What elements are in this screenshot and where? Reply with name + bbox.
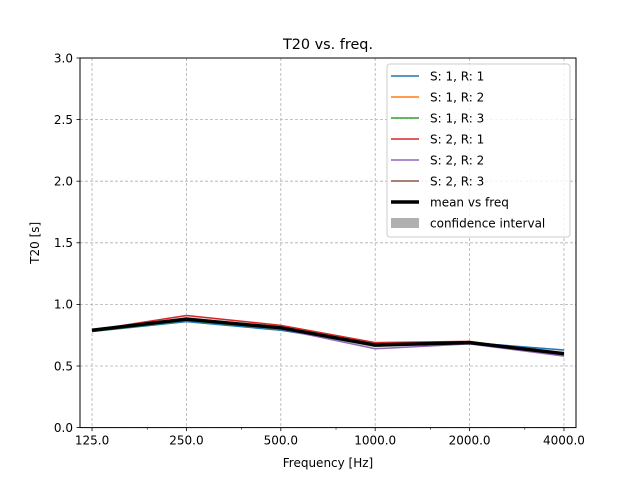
x-tick-label: 250.0	[169, 434, 203, 448]
x-tick-label: 500.0	[264, 434, 298, 448]
legend-label: S: 2, R: 1	[430, 133, 484, 147]
x-tick-label: 125.0	[75, 434, 109, 448]
legend-box	[386, 63, 571, 238]
axis-ticks: 125.0 250.0 500.0 1000.0 2000.0 4000.0 0.0 0.5 1…	[54, 51, 585, 447]
legend-label: S: 2, R: 3	[430, 175, 484, 189]
series-layer	[91, 314, 565, 357]
legend: S: 1, R: 1 S: 1, R: 2 S: 1, R: 3 S: 2, R: 1…	[386, 63, 571, 238]
y-tick-label: 3.0	[54, 51, 73, 65]
x-tick-label: 4000.0	[543, 434, 585, 448]
y-tick-label: 2.0	[54, 175, 73, 189]
y-axis-label: T20 [s]	[28, 222, 42, 265]
x-tick-label: 1000.0	[354, 434, 396, 448]
legend-label: mean vs freq	[430, 196, 509, 210]
y-tick-label: 1.0	[54, 298, 73, 312]
legend-label: S: 1, R: 3	[430, 112, 484, 126]
legend-swatch	[391, 218, 419, 228]
x-axis-label: Frequency [Hz]	[283, 456, 374, 470]
y-tick-label: 0.5	[54, 359, 73, 373]
chart-title: T20 vs. freq.	[282, 37, 373, 53]
y-tick-label: 0.0	[54, 421, 73, 435]
legend-label: S: 1, R: 1	[430, 70, 484, 84]
plot-frame	[79, 57, 577, 429]
legend-label: confidence interval	[430, 217, 545, 231]
x-tick-label: 2000.0	[449, 434, 491, 448]
mean-line	[91, 317, 565, 356]
y-tick-label: 1.5	[54, 236, 73, 250]
y-tick-label: 2.5	[54, 113, 73, 127]
legend-label: S: 1, R: 2	[430, 91, 484, 105]
legend-label: S: 2, R: 2	[430, 154, 484, 168]
